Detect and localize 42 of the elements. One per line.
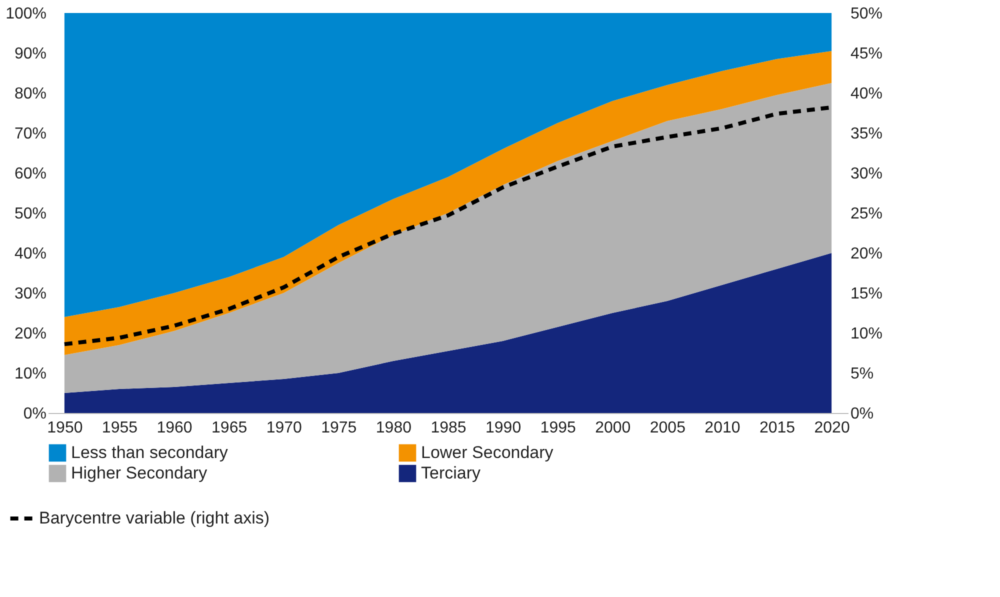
y-tick-label: 80%: [14, 86, 46, 102]
legend-label: Terciary: [421, 464, 482, 482]
x-tick-label: 1970: [266, 420, 302, 436]
legend-label: Barycentre variable (right axis): [39, 508, 270, 528]
y2-tick-label: 30%: [850, 166, 883, 182]
x-tick-label: 1995: [540, 420, 576, 436]
y2-tick-label: 25%: [850, 206, 883, 222]
x-tick-label: 2015: [759, 420, 796, 436]
y2-tick-label: 20%: [850, 246, 883, 262]
y2-tick-label: 0%: [850, 406, 874, 422]
y-tick-label: 40%: [14, 246, 46, 262]
y-tick-label: 30%: [14, 286, 46, 302]
y2-tick-label: 40%: [850, 86, 883, 102]
y-tick-label: 100%: [6, 6, 46, 22]
x-tick-label: 1960: [156, 420, 192, 436]
x-tick-label: 2005: [650, 420, 686, 436]
x-tick-label: 1955: [102, 420, 138, 436]
y2-tick-label: 50%: [850, 6, 883, 22]
x-tick-label: 1985: [430, 420, 466, 436]
legend-label: Less than secondary: [71, 442, 228, 462]
y-tick-label: 10%: [14, 366, 46, 382]
x-tick-label: 1975: [321, 420, 357, 436]
x-tick-label: 2020: [814, 420, 850, 436]
legend-label: Higher Secondary: [71, 464, 208, 482]
y2-tick-label: 45%: [850, 46, 883, 62]
x-tick-label: 1980: [376, 420, 412, 436]
x-tick-label: 1950: [47, 420, 83, 436]
y2-tick-label: 35%: [850, 126, 883, 142]
y-tick-label: 50%: [14, 206, 46, 222]
y-tick-label: 90%: [14, 46, 46, 62]
y-tick-label: 0%: [23, 406, 46, 422]
y2-tick-label: 15%: [850, 286, 883, 302]
x-tick-label: 2010: [704, 420, 740, 436]
x-tick-label: 1965: [212, 420, 248, 436]
x-tick-label: 1990: [486, 420, 522, 436]
y-tick-label: 60%: [14, 166, 46, 182]
y-tick-label: 70%: [14, 126, 46, 142]
y2-tick-label: 5%: [850, 366, 874, 382]
legend-label: Lower Secondary: [421, 442, 554, 462]
y2-tick-label: 10%: [850, 326, 883, 342]
x-tick-label: 2000: [595, 420, 631, 436]
y-tick-label: 20%: [14, 326, 46, 342]
